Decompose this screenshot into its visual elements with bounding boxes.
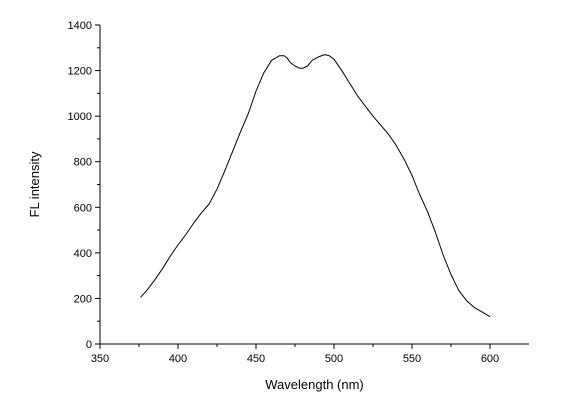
ticks: 350 400 450 500 550 600 0 200 400 600 800 1000 1200 1… <box>68 20 500 365</box>
y-axis-title: FL intensity <box>27 151 42 217</box>
y-tick-label: 800 <box>74 157 92 169</box>
y-tick-label: 600 <box>74 202 92 214</box>
x-tick-label: 400 <box>169 353 187 365</box>
x-tick-label: 550 <box>403 353 421 365</box>
x-tick-label: 350 <box>91 353 109 365</box>
y-tick-label: 0 <box>86 339 92 351</box>
y-tick-label: 1400 <box>68 20 92 32</box>
series-layer <box>140 54 491 318</box>
y-tick-label: 1000 <box>68 111 92 123</box>
x-tick-label: 500 <box>325 353 343 365</box>
x-tick-label: 600 <box>481 353 499 365</box>
axes <box>99 25 529 345</box>
y-tick-label: 1200 <box>68 66 92 78</box>
x-tick-label: 450 <box>247 353 265 365</box>
y-tick-label: 200 <box>74 293 92 305</box>
series-line-0 <box>140 54 491 318</box>
y-tick-label: 400 <box>74 248 92 260</box>
x-axis-title: Wavelength (nm) <box>265 377 364 392</box>
